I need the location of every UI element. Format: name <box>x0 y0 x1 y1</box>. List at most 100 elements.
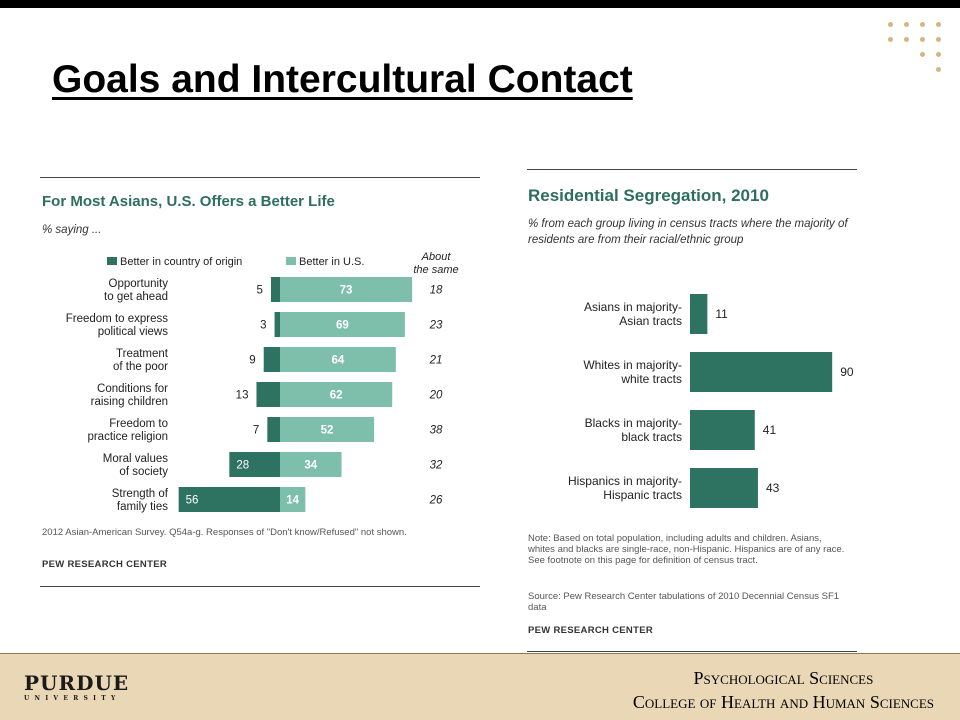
logo-name: PURDUE <box>24 671 130 695</box>
legend-label-same: the same <box>413 264 458 276</box>
value-label-origin: 56 <box>186 495 199 507</box>
decorative-dot <box>888 37 893 42</box>
category-label: Strength of <box>112 488 169 500</box>
category-label: to get ahead <box>104 291 168 303</box>
category-label: Blacks in majority- <box>585 416 682 430</box>
value-label-us: 62 <box>330 390 343 402</box>
value-label-origin: 5 <box>257 285 263 297</box>
decorative-dots <box>888 22 960 92</box>
category-label: raising children <box>91 396 168 408</box>
value-label-us: 69 <box>336 320 349 332</box>
chart-residential-segregation: Residential Segregation, 2010 % from eac… <box>527 166 859 654</box>
value-label-same: 21 <box>429 355 443 367</box>
chart-source: PEW RESEARCH CENTER <box>528 625 653 636</box>
category-label: political views <box>98 326 169 338</box>
chart-bottom-rule <box>527 651 857 652</box>
chart-note: 2012 Asian-American Survey. Q54a-g. Resp… <box>42 527 407 538</box>
bar-chart-1: Better in country of origin Better in U.S… <box>66 251 459 513</box>
category-label: Hispanics in majority- <box>568 474 682 488</box>
category-label: Moral values <box>103 453 168 465</box>
bar-chart-2: Asians in majority-Asian tracts 11 Whites … <box>568 294 854 508</box>
decorative-dot <box>904 22 909 27</box>
decorative-dot <box>936 37 941 42</box>
value-label-origin: 28 <box>236 460 249 472</box>
bar-origin <box>267 417 280 442</box>
bar-origin <box>229 452 280 477</box>
slide-title: Goals and Intercultural Contact <box>52 58 633 101</box>
value-label: 41 <box>763 423 777 437</box>
value-label: 11 <box>715 307 728 321</box>
chart-title: For Most Asians, U.S. Offers a Better Li… <box>42 193 335 210</box>
decorative-dot <box>904 37 909 42</box>
legend-swatch-origin <box>107 257 117 265</box>
chart-note: Note: Based on total population, includi… <box>528 533 845 566</box>
decorative-dot <box>920 52 925 57</box>
category-label: Opportunity <box>109 278 169 290</box>
legend-label-origin: Better in country of origin <box>120 256 242 268</box>
decorative-dot <box>936 22 941 27</box>
bar-us <box>280 347 396 372</box>
category-label: of the poor <box>113 361 168 373</box>
value-label-us: 73 <box>340 285 353 297</box>
legend-label-same: About <box>421 251 452 263</box>
value-label-us: 52 <box>321 425 334 437</box>
bar <box>690 410 755 450</box>
value-label-origin: 13 <box>236 390 249 402</box>
category-label: Asian tracts <box>619 314 682 328</box>
bar <box>690 468 758 508</box>
bar-us <box>280 382 393 407</box>
value-label-same: 18 <box>430 285 443 297</box>
value-label-same: 23 <box>429 320 443 332</box>
value-label-same: 20 <box>429 390 443 402</box>
category-label: Treatment <box>116 348 169 360</box>
chart-top-rule <box>40 177 480 178</box>
chart-subtitle: % saying ... <box>42 224 102 236</box>
bar-origin <box>256 382 280 407</box>
bar-origin <box>270 277 280 302</box>
category-label: practice religion <box>87 431 168 443</box>
footer <box>0 654 960 720</box>
top-bar <box>0 0 960 8</box>
category-label: white tracts <box>620 372 682 386</box>
chart-better-life: For Most Asians, U.S. Offers a Better Li… <box>40 170 480 590</box>
decorative-dot <box>936 52 941 57</box>
category-label: Freedom to <box>109 418 168 430</box>
chart-title: Residential Segregation, 2010 <box>528 186 769 205</box>
chart-subtitle: % from each group living in census tract… <box>528 218 848 246</box>
legend-swatch-us <box>286 257 296 265</box>
bar-us <box>280 417 375 442</box>
bar-origin <box>274 312 280 337</box>
chart-source-note: Source: Pew Research Center tabulations … <box>528 591 840 613</box>
bar-us <box>280 312 405 337</box>
category-label: family ties <box>117 501 168 513</box>
category-label: Whites in majority- <box>583 358 682 372</box>
footer-divider <box>0 653 960 654</box>
bar <box>690 352 833 392</box>
category-label: Freedom to express <box>66 313 169 325</box>
value-label-origin: 9 <box>249 355 255 367</box>
category-label: Asians in majority- <box>584 300 682 314</box>
purdue-logo: PURDUE UNIVERSITY <box>24 673 129 702</box>
chart-bottom-rule <box>40 586 480 587</box>
decorative-dot <box>936 67 941 72</box>
decorative-dot <box>920 22 925 27</box>
value-label-us: 34 <box>304 460 317 472</box>
value-label-origin: 7 <box>253 425 259 437</box>
chart-top-rule <box>527 169 857 170</box>
category-label: black tracts <box>621 430 682 444</box>
value-label: 90 <box>840 365 854 379</box>
department-name: Psychological Sciences College of Health… <box>633 666 934 714</box>
bar-us <box>280 277 413 302</box>
decorative-dot <box>888 22 893 27</box>
value-label-same: 26 <box>429 495 443 507</box>
bar-origin <box>263 347 280 372</box>
value-label: 43 <box>766 481 780 495</box>
logo-sub: UNIVERSITY <box>24 695 121 702</box>
value-label-origin: 3 <box>260 320 266 332</box>
category-label: Hispanic tracts <box>603 488 682 502</box>
department-line-2: College of Health and Human Sciences <box>632 692 934 712</box>
decorative-dot <box>920 37 925 42</box>
department-line-1: Psychological Sciences <box>693 668 874 688</box>
bar-us <box>280 452 342 477</box>
bar-us <box>280 487 306 512</box>
